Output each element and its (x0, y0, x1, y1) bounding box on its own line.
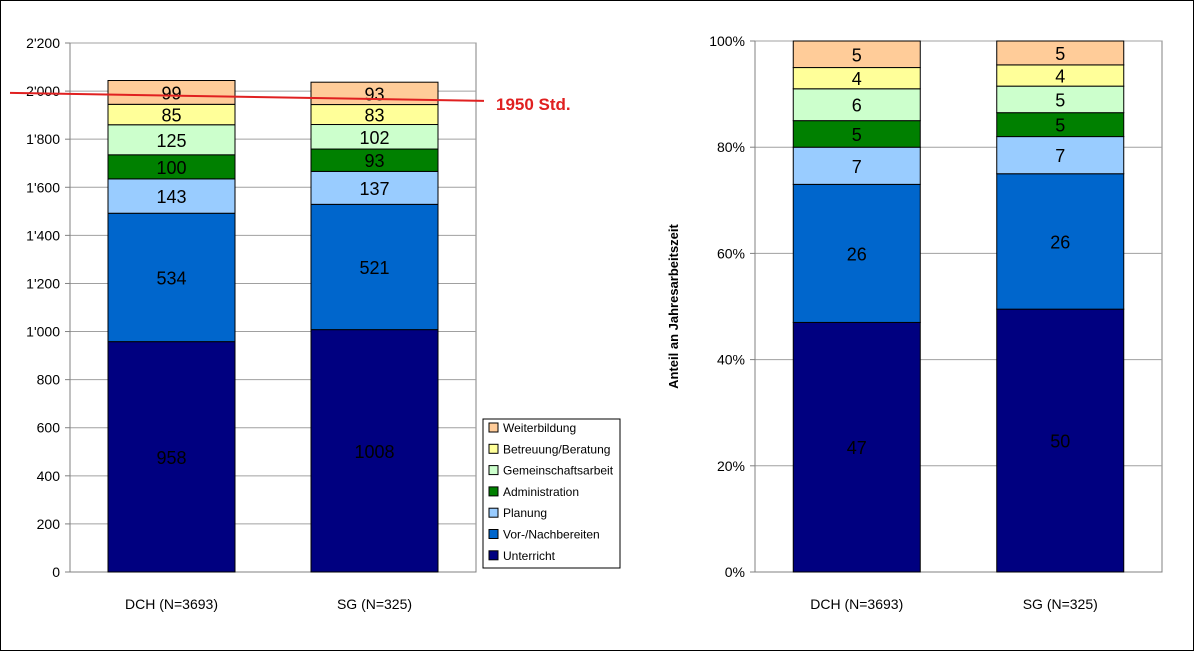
x-tick-label: DCH (N=3693) (810, 596, 903, 612)
data-label: 102 (359, 128, 389, 148)
legend-entry: Weiterbildung (503, 421, 576, 435)
data-label: 5 (852, 125, 862, 145)
bar-segment-unterricht (107, 341, 236, 573)
reference-line-label: 1950 Std. (496, 95, 571, 114)
data-label: 5 (1055, 90, 1065, 110)
legend-swatch (488, 507, 499, 518)
legend-entry: Administration (503, 485, 579, 499)
y-tick-label: 800 (37, 372, 61, 388)
data-label: 125 (156, 131, 186, 151)
data-label: 7 (852, 157, 862, 177)
bar-segment-gemeinschaftsarbeit (792, 88, 921, 122)
legend-swatch (488, 529, 499, 539)
legend-swatch (488, 422, 499, 433)
data-label: 93 (364, 84, 384, 104)
y-tick-label: 600 (37, 420, 61, 436)
bar-segment-vor-nachbereiten (107, 212, 236, 343)
bar-segment-planung (310, 170, 439, 205)
bar-segment-weiterbildung (107, 80, 236, 105)
data-label: 137 (359, 179, 389, 199)
data-label: 47 (847, 438, 867, 458)
x-tick-label: SG (N=325) (337, 596, 412, 612)
bar-segment-planung (792, 146, 921, 185)
bar-segment-planung (996, 136, 1125, 175)
bar-segment-gemeinschaftsarbeit (996, 85, 1125, 114)
data-label: 5 (852, 45, 862, 65)
data-label: 93 (364, 151, 384, 171)
bar-segment-gemeinschaftsarbeit (107, 124, 236, 156)
data-label: 1008 (354, 442, 394, 462)
legend-swatch (488, 550, 499, 561)
legend-swatch (488, 486, 499, 497)
y-tick-label: 2'200 (26, 35, 60, 51)
legend-swatch (488, 465, 499, 476)
bar-segment-weiterbildung (996, 40, 1125, 66)
data-label: 143 (156, 187, 186, 207)
data-label: 83 (364, 106, 384, 126)
y-tick-label: 1'000 (26, 324, 60, 340)
data-label: 26 (1050, 232, 1070, 252)
y-tick-label: 40% (717, 352, 745, 368)
x-tick-label: SG (N=325) (1023, 596, 1098, 612)
y-tick-label: 400 (37, 468, 61, 484)
data-label: 99 (161, 83, 181, 103)
data-label: 958 (156, 448, 186, 468)
y-tick-label: 20% (717, 458, 745, 474)
legend-entry: Betreuung/Beratung (503, 442, 610, 456)
y-tick-label: 80% (717, 139, 745, 155)
bar-segment-vor-nachbereiten (996, 173, 1125, 310)
y-tick-label: 2'000 (26, 83, 60, 99)
bar-segment-vor-nachbereiten (792, 183, 921, 323)
data-label: 100 (156, 158, 186, 178)
legend-box (482, 418, 621, 569)
data-label: 4 (1055, 67, 1065, 87)
y-tick-label: 60% (717, 245, 745, 261)
y-tick-label: 1'400 (26, 227, 60, 243)
reference-line (9, 91, 485, 102)
data-label: 534 (156, 268, 186, 288)
data-label: 5 (1055, 116, 1065, 136)
y-tick-label: 1'800 (26, 131, 60, 147)
y-tick-label: 0 (52, 564, 60, 580)
y-tick-label: 1'600 (26, 179, 60, 195)
legend-entry: Gemeinschaftsarbeit (503, 464, 614, 478)
x-tick-label: DCH (N=3693) (125, 596, 218, 612)
legend-entry: Planung (503, 506, 547, 520)
bar-segment-weiterbildung (792, 40, 921, 69)
legend-swatch (488, 443, 499, 454)
y-tick-label: 0% (725, 564, 745, 580)
data-label: 50 (1050, 432, 1070, 452)
data-label: 4 (852, 69, 862, 89)
data-label: 5 (1055, 44, 1065, 64)
legend: Weiterbildung Betreuung/Beratung Gemeinsch… (482, 418, 621, 569)
bar-segment-unterricht (792, 321, 921, 573)
y-tick-label: 100% (709, 33, 745, 49)
data-label: 85 (161, 106, 181, 126)
data-label: 521 (359, 258, 389, 278)
data-label: 7 (1055, 146, 1065, 166)
y-axis-title: Anteil an Jahresarbeitszeit (666, 223, 681, 388)
y-tick-label: 1'200 (26, 275, 60, 291)
bar-segment-vor-nachbereiten (310, 203, 439, 331)
data-label: 26 (847, 244, 867, 264)
bar-segment-administration (792, 120, 921, 148)
bar-segment-gemeinschaftsarbeit (310, 124, 439, 150)
bar-segment-unterricht (310, 329, 439, 573)
data-label: 6 (852, 96, 862, 116)
y-tick-label: 200 (37, 516, 61, 532)
bar-segment-unterricht (996, 308, 1125, 573)
legend-entry: Vor-/Nachbereiten (503, 528, 600, 542)
legend-entry: Unterricht (503, 549, 556, 563)
chart-1: 0 200 400 600 800 1'000 1'200 1'400 1'600 1'800 2'… (9, 35, 621, 612)
